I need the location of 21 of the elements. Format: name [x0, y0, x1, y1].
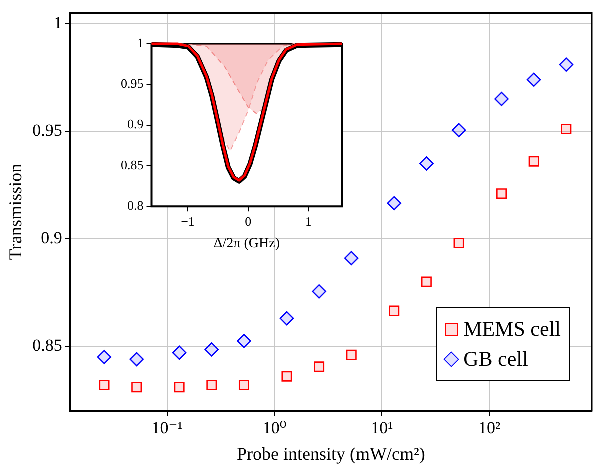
x-tick-label: 10⁻¹	[152, 418, 183, 438]
x-tick-label: 1	[306, 214, 312, 229]
y-tick-label: 0.9	[128, 116, 144, 132]
x-axis-title: Probe intensity (mW/cm²)	[236, 444, 426, 464]
y-tick-label: 0.85	[32, 336, 62, 355]
x-tick-label: 10¹	[371, 418, 394, 438]
y-tick-label: 0.9	[41, 228, 62, 248]
y-tick-label: 0.85	[121, 157, 144, 172]
x-tick-label: 10²	[478, 418, 501, 438]
y-tick-label: 0.95	[121, 76, 144, 92]
x-tick-label: −1	[181, 214, 195, 229]
y-axis-title: Transmission	[6, 164, 26, 260]
y-tick-label: 0.95	[32, 120, 62, 140]
legend-label: MEMS cell	[464, 316, 561, 343]
legend-label: GB cell	[464, 346, 528, 373]
x-axis-title: Δ/2π (GHz)	[214, 236, 280, 252]
x-tick-label: 10⁰	[262, 418, 287, 438]
y-tick-label: 1	[54, 13, 62, 32]
x-tick-label: 0	[245, 214, 252, 229]
y-tick-label: 1	[137, 35, 144, 50]
y-tick-label: 0.8	[128, 198, 144, 214]
